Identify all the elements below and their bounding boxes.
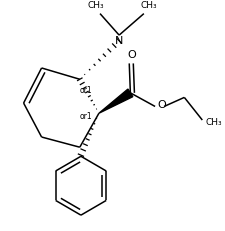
- Text: O: O: [127, 50, 135, 60]
- Text: CH₃: CH₃: [87, 1, 104, 10]
- Text: or1: or1: [79, 112, 92, 121]
- Text: CH₃: CH₃: [140, 1, 156, 10]
- Text: or1: or1: [79, 86, 92, 95]
- Polygon shape: [99, 89, 132, 113]
- Text: N: N: [115, 36, 123, 46]
- Text: O: O: [157, 100, 166, 110]
- Text: CH₃: CH₃: [204, 118, 221, 127]
